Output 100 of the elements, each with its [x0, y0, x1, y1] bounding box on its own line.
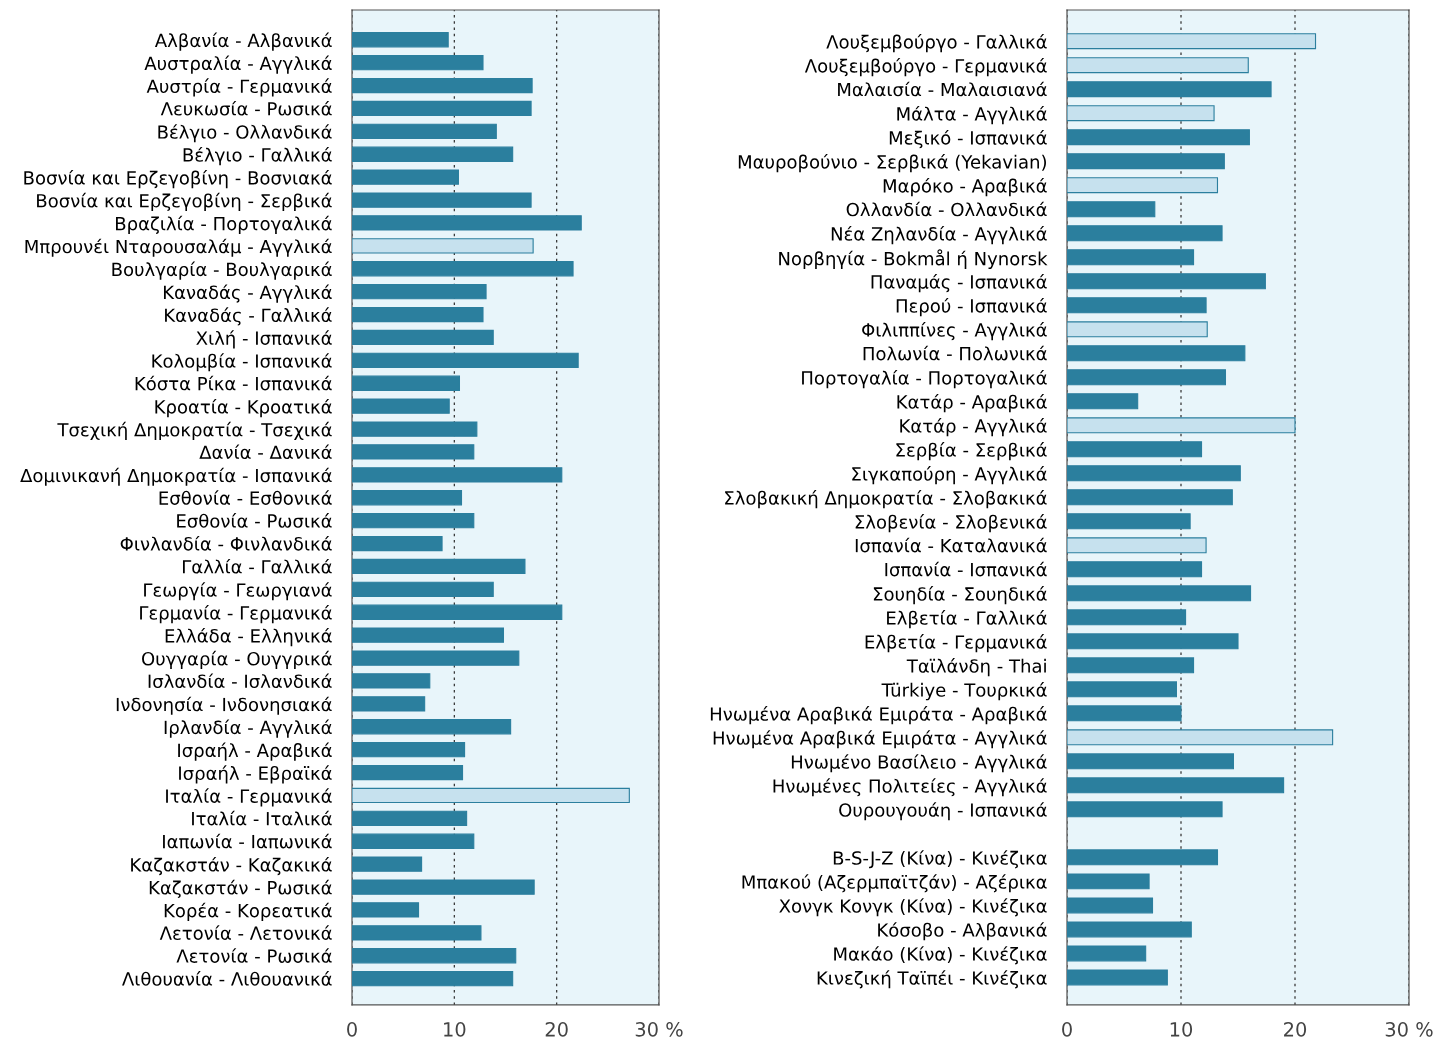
bar: [352, 329, 494, 346]
bar: [352, 833, 475, 849]
x-tick-label: 10: [1170, 1022, 1193, 1037]
y-tick-label: Νέα Ζηλανδία - Αγγλικά: [831, 226, 1047, 245]
bar: [1067, 201, 1156, 218]
bar: [352, 696, 426, 712]
y-tick-label: Καναδάς - Γαλλικά: [165, 307, 332, 326]
bar: [352, 673, 431, 689]
bar: [352, 787, 630, 804]
bar: [1067, 729, 1334, 746]
y-tick-label: Παναμάς - Ισπανικά: [871, 274, 1047, 293]
bar: [1067, 657, 1195, 674]
y-tick-label: Ισραήλ - Εβραϊκά: [179, 765, 332, 784]
bar: [352, 398, 450, 414]
bar: [352, 971, 514, 987]
y-tick-label: Μάλτα - Αγγλικά: [897, 106, 1047, 125]
bar: [1067, 561, 1203, 578]
bar: [352, 879, 535, 895]
y-tick-label: Βοσνία και Ερζεγοβίνη - Σερβικά: [37, 192, 332, 212]
bar: [352, 627, 505, 643]
y-tick-label: Ελβετία - Γερμανικά: [865, 634, 1047, 653]
y-tick-label: Αυστρία - Γερμανικά: [146, 78, 332, 97]
y-tick-label: Κόσοβο - Αλβανικά: [878, 922, 1047, 941]
y-tick-label: Βουλγαρία - Βουλγαρικά: [112, 261, 332, 280]
bar: [1067, 225, 1223, 242]
y-tick-label: Μπακού (Αζερμπαϊτζάν) - Αζέρικα: [742, 874, 1047, 893]
bar: [352, 650, 520, 666]
bar: [1067, 897, 1154, 914]
y-tick-label: Ολλανδία - Ολλανδικά: [846, 201, 1047, 217]
y-tick-label: Κροατία - Κροατικά: [155, 398, 332, 418]
y-tick-label: Γεωργία - Γεωργιανά: [144, 582, 332, 601]
bar: [1067, 681, 1177, 698]
bar: [1067, 57, 1249, 74]
bar: [1067, 513, 1191, 530]
bar: [1067, 321, 1208, 338]
y-tick-label: Μαρόκο - Αραβικά: [883, 178, 1047, 197]
bar: [352, 719, 512, 735]
y-tick-label: Φινλανδία - Φινλανδικά: [120, 535, 332, 551]
bar: [1067, 345, 1246, 362]
bar: [352, 421, 478, 437]
bar: [352, 192, 532, 208]
bar: [352, 77, 533, 94]
y-tick-label: Ηνωμένες Πολιτείες - Αγγλικά: [773, 778, 1047, 797]
bar: [352, 261, 574, 277]
bar: [1067, 777, 1285, 794]
bar: [352, 169, 459, 185]
x-tick-label: 20: [545, 1022, 568, 1037]
bar: [1067, 921, 1192, 938]
y-tick-label: Ελλάδα - Ελληνικά: [165, 627, 332, 647]
x-tick-label: 30 %: [1385, 1022, 1433, 1037]
y-tick-label: Ισπανία - Ισπανικά: [885, 561, 1047, 577]
bar: [352, 513, 475, 529]
bar: [352, 490, 463, 506]
x-tick-label: 20: [1284, 1022, 1307, 1037]
bar: [352, 467, 563, 483]
y-tick-label: Ισραήλ - Αραβικά: [178, 742, 332, 761]
y-tick-label: Δομινικανή Δημοκρατία - Ισπανικά: [20, 467, 332, 486]
y-tick-label: Ουγγαρία - Ουγγρικά: [142, 650, 332, 670]
bar: [1067, 249, 1195, 266]
bar: [1067, 609, 1187, 626]
bar: [1067, 945, 1147, 962]
bar: [1067, 417, 1296, 434]
bar: [352, 444, 475, 460]
y-tick-label: Μαλαισία - Μαλαισιανά: [838, 81, 1047, 97]
y-tick-label: Χονγκ Κονγκ (Κίνα) - Κινέζικα: [779, 898, 1047, 917]
y-tick-label: Σιγκαπούρη - Αγγλικά: [852, 466, 1047, 485]
y-tick-label: Ισλανδία - Ισλανδικά: [148, 673, 332, 689]
y-tick-label: Κατάρ - Αγγλικά: [900, 418, 1047, 437]
bar: [1067, 441, 1203, 458]
x-tick-label: 0: [347, 1022, 357, 1037]
bar: [1067, 849, 1219, 866]
y-tick-label: Χιλή - Ισπανικά: [196, 330, 332, 349]
y-tick-label: Türkiye - Τουρκικά: [881, 682, 1047, 701]
y-tick-label: Λιθουανία - Λιθουανικά: [122, 971, 332, 986]
bar: [1067, 585, 1252, 602]
y-tick-label: Εσθονία - Εσθονικά: [159, 490, 332, 505]
bar: [1067, 33, 1317, 50]
y-tick-label: Βέλγιο - Ολλανδικά: [158, 124, 332, 143]
bar: [352, 948, 517, 964]
y-tick-label: Γερμανία - Γερμανικά: [140, 605, 332, 624]
y-tick-label: Λετονία - Λετονικά: [159, 925, 332, 940]
y-tick-label: Μακάο (Κίνα) - Κινέζικα: [834, 946, 1047, 965]
y-tick-label: Κινεζική Ταϊπέι - Κινέζικα: [817, 970, 1047, 989]
y-tick-label: Καζακστάν - Ρωσικά: [149, 879, 332, 899]
y-tick-label: Σλοβενία - Σλοβενικά: [855, 514, 1047, 533]
y-tick-label: Ταϊλάνδη - Thai: [906, 658, 1046, 677]
y-tick-label: Ελβετία - Γαλλικά: [887, 610, 1047, 629]
y-tick-label: Ιταλία - Ιταλικά: [192, 810, 332, 826]
bar: [1067, 105, 1215, 122]
bar: [1067, 153, 1225, 170]
y-tick-label: Περού - Ισπανικά: [896, 298, 1047, 317]
y-tick-label: Σουηδία - Σουηδικά: [873, 586, 1047, 605]
bar: [352, 123, 497, 140]
y-tick-label: Ινδονησία - Ινδονησιακά: [116, 696, 332, 715]
y-tick-label: Λουξεμβούργο - Γαλλικά: [826, 33, 1047, 53]
bar: [352, 352, 579, 369]
bar: [352, 535, 443, 552]
bar: [352, 742, 466, 758]
bar: [1067, 489, 1233, 506]
y-tick-label: Τσεχική Δημοκρατία - Τσεχικά: [57, 421, 332, 441]
